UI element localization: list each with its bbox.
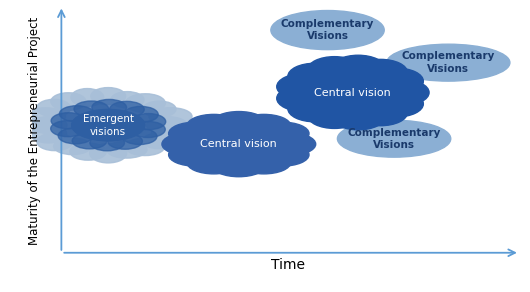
- Ellipse shape: [369, 68, 423, 94]
- Ellipse shape: [237, 151, 291, 174]
- Ellipse shape: [26, 108, 66, 125]
- Ellipse shape: [108, 133, 143, 149]
- Ellipse shape: [311, 72, 394, 113]
- Ellipse shape: [130, 121, 165, 138]
- Ellipse shape: [255, 143, 309, 166]
- Ellipse shape: [90, 135, 125, 151]
- Text: Central vision: Central vision: [314, 88, 391, 98]
- Ellipse shape: [51, 121, 85, 137]
- Ellipse shape: [277, 74, 331, 100]
- Ellipse shape: [70, 143, 107, 160]
- Ellipse shape: [255, 122, 309, 145]
- Ellipse shape: [338, 120, 450, 157]
- Ellipse shape: [288, 63, 342, 90]
- Ellipse shape: [387, 44, 510, 81]
- Ellipse shape: [354, 59, 408, 86]
- Ellipse shape: [271, 11, 384, 50]
- Ellipse shape: [262, 133, 316, 156]
- Ellipse shape: [169, 122, 223, 145]
- Ellipse shape: [354, 100, 408, 126]
- Text: Maturity of the Entrepreneurial Project: Maturity of the Entrepreneurial Project: [28, 16, 41, 245]
- Ellipse shape: [331, 104, 385, 130]
- Ellipse shape: [29, 117, 67, 133]
- Ellipse shape: [110, 101, 144, 117]
- Ellipse shape: [147, 117, 188, 134]
- Text: Complementary
Visions: Complementary Visions: [402, 51, 495, 74]
- Ellipse shape: [151, 125, 189, 143]
- Ellipse shape: [197, 126, 280, 162]
- Ellipse shape: [107, 141, 147, 158]
- Ellipse shape: [288, 95, 342, 122]
- Ellipse shape: [143, 101, 176, 117]
- Ellipse shape: [54, 138, 91, 155]
- Ellipse shape: [149, 108, 192, 125]
- Ellipse shape: [74, 101, 109, 117]
- Ellipse shape: [212, 112, 266, 134]
- Ellipse shape: [237, 114, 291, 137]
- Ellipse shape: [92, 99, 127, 116]
- Ellipse shape: [72, 110, 145, 141]
- Ellipse shape: [131, 114, 166, 130]
- Text: Central vision: Central vision: [200, 139, 277, 149]
- Ellipse shape: [169, 143, 223, 166]
- Ellipse shape: [126, 94, 165, 112]
- Ellipse shape: [91, 88, 126, 105]
- Ellipse shape: [37, 133, 73, 151]
- Ellipse shape: [187, 114, 241, 137]
- Ellipse shape: [212, 154, 266, 177]
- Ellipse shape: [51, 113, 86, 129]
- Ellipse shape: [122, 128, 157, 145]
- Ellipse shape: [125, 138, 165, 156]
- Ellipse shape: [162, 133, 216, 156]
- Ellipse shape: [72, 133, 107, 149]
- Ellipse shape: [123, 106, 158, 123]
- Ellipse shape: [37, 99, 70, 117]
- Ellipse shape: [307, 102, 361, 128]
- Ellipse shape: [30, 124, 67, 143]
- Ellipse shape: [331, 55, 385, 81]
- Ellipse shape: [51, 93, 86, 110]
- Text: Complementary
Visions: Complementary Visions: [281, 19, 374, 41]
- Ellipse shape: [375, 79, 429, 106]
- Ellipse shape: [111, 92, 144, 108]
- Text: Time: Time: [271, 258, 305, 272]
- Text: Emergent
visions: Emergent visions: [83, 114, 134, 137]
- Ellipse shape: [59, 106, 94, 122]
- Ellipse shape: [90, 144, 127, 163]
- Ellipse shape: [143, 133, 175, 149]
- Ellipse shape: [71, 88, 104, 106]
- Text: Complementary
Visions: Complementary Visions: [347, 128, 441, 150]
- Ellipse shape: [369, 91, 423, 117]
- Ellipse shape: [307, 57, 361, 83]
- Ellipse shape: [58, 128, 93, 144]
- Ellipse shape: [187, 151, 241, 174]
- Ellipse shape: [277, 85, 331, 112]
